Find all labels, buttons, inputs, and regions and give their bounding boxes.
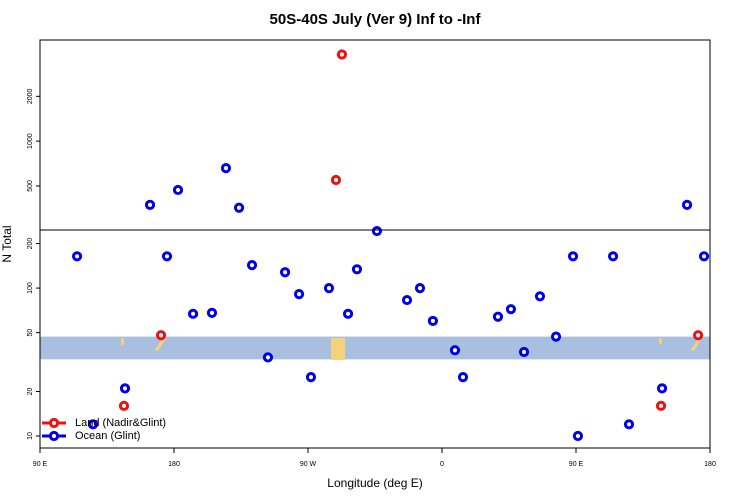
point — [692, 330, 704, 341]
legend-marker — [48, 417, 60, 429]
point — [655, 400, 667, 411]
point — [505, 304, 517, 315]
x-tick-label: 180 — [168, 461, 180, 468]
legend-label: Land (Nadir&Glint) — [75, 417, 166, 429]
point — [414, 282, 426, 294]
point — [155, 330, 167, 341]
point — [220, 163, 232, 174]
chart-title: 50S-40S July (Ver 9) Inf to -Inf — [270, 11, 482, 28]
point — [457, 372, 469, 383]
point — [336, 49, 348, 60]
y-tick-label: 100 — [27, 282, 34, 294]
point — [172, 184, 184, 196]
point — [233, 202, 245, 213]
point — [698, 251, 710, 262]
point — [71, 251, 83, 262]
point — [401, 294, 413, 306]
y-tick-label: 50 — [27, 329, 34, 337]
point — [449, 345, 461, 356]
point — [144, 199, 156, 211]
point — [293, 289, 305, 300]
point — [681, 199, 693, 211]
point — [623, 419, 635, 430]
point — [262, 352, 274, 363]
legend-marker — [48, 430, 60, 442]
y-tick-label: 10 — [27, 432, 34, 440]
x-tick-label: 0 — [440, 461, 444, 468]
y-tick-label: 200 — [27, 238, 34, 250]
x-tick-label: 90 W — [300, 461, 317, 468]
point — [371, 225, 383, 237]
x-tick-label: 90 E — [569, 461, 584, 468]
point — [161, 251, 173, 262]
band-layer — [40, 336, 710, 360]
y-tick-label: 20 — [27, 388, 34, 396]
point — [87, 419, 99, 430]
point — [351, 264, 363, 275]
point — [119, 383, 131, 394]
point — [572, 430, 584, 442]
x-tick-label: 180 — [704, 461, 716, 468]
point — [518, 346, 530, 358]
land-streaks — [121, 337, 702, 360]
y-axis-title: N Total — [0, 225, 14, 262]
point — [427, 315, 439, 327]
point — [323, 282, 335, 294]
x-axis-title: Longitude (deg E) — [327, 476, 422, 490]
band — [40, 336, 710, 360]
point — [567, 251, 579, 262]
plot-frame — [39, 39, 711, 449]
y-tick-label: 2000 — [27, 88, 34, 104]
point — [550, 331, 562, 342]
point — [118, 400, 130, 411]
point — [330, 174, 342, 186]
point — [187, 308, 199, 319]
x-tick-label: 90 E — [33, 461, 48, 468]
point — [607, 251, 619, 262]
y-tick-label: 1000 — [27, 133, 34, 149]
y-tick-label: 500 — [27, 180, 34, 192]
point — [279, 267, 291, 278]
point — [656, 383, 668, 394]
marks-layer — [71, 49, 710, 442]
legend: Land (Nadir&Glint)Ocean (Glint) — [42, 417, 166, 442]
point — [305, 372, 317, 383]
point — [206, 307, 218, 318]
point — [492, 311, 504, 322]
point — [534, 291, 546, 302]
point — [246, 260, 258, 271]
point — [342, 308, 354, 319]
legend-label: Ocean (Glint) — [75, 430, 140, 442]
